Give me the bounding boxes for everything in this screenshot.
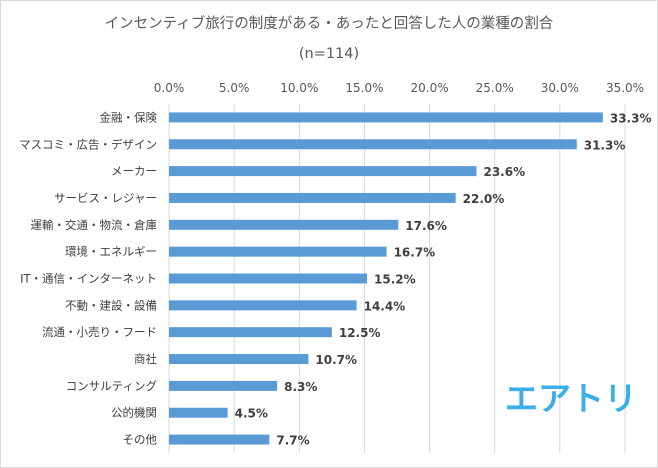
bar <box>169 192 456 203</box>
bar <box>169 407 228 418</box>
category-label: 環境・エネルギー <box>65 245 157 259</box>
bar <box>169 434 270 445</box>
x-tick-label: 30.0% <box>541 81 579 95</box>
x-tick-label: 0.0% <box>154 81 185 95</box>
chart-title: インセンティブ旅行の制度がある・あったと回答した人の業種の割合 <box>104 16 554 32</box>
category-label: サービス・レジャー <box>54 191 157 205</box>
chart-subtitle: (n=114) <box>298 46 360 62</box>
bar <box>169 300 357 311</box>
data-label: 4.5% <box>235 407 268 421</box>
data-label: 8.3% <box>284 380 317 394</box>
data-label: 23.6% <box>483 165 525 179</box>
category-label: 金融・保険 <box>100 110 158 124</box>
category-label: 公的機関 <box>111 406 157 420</box>
bar <box>169 139 577 150</box>
x-tick-label: 15.0% <box>345 81 383 95</box>
bar <box>169 354 309 365</box>
category-label: その他 <box>123 433 158 447</box>
bar <box>169 112 603 123</box>
bar <box>169 380 278 391</box>
category-label: 商社 <box>134 352 157 366</box>
y-axis-categories: 金融・保険マスコミ・広告・デザインメーカーサービス・レジャー運輸・交通・物流・倉… <box>19 110 157 446</box>
airtrip-logo: エアトリ <box>505 379 635 417</box>
data-label: 12.5% <box>339 326 381 340</box>
x-tick-label: 10.0% <box>280 81 318 95</box>
bar <box>169 166 477 177</box>
data-labels: 33.3% 31.3% 23.6% 22.0% 17.6% 16.7% 15.2% 14.4%… <box>235 111 652 447</box>
data-label: 31.3% <box>584 138 626 152</box>
x-tick-label: 35.0% <box>606 81 644 95</box>
category-label: 不動・建設・設備 <box>65 298 157 312</box>
category-label: マスコミ・広告・デザイン <box>19 137 157 151</box>
category-label: IT・通信・インターネット <box>20 272 157 286</box>
x-tick-label: 25.0% <box>476 81 514 95</box>
bar <box>169 246 387 257</box>
bars <box>169 112 603 445</box>
bar <box>169 327 332 338</box>
data-label: 33.3% <box>610 111 652 125</box>
data-label: 14.4% <box>364 299 406 313</box>
data-label: 22.0% <box>463 192 505 206</box>
x-tick-label: 5.0% <box>219 81 250 95</box>
x-axis-ticks: 0.0% 5.0% 10.0% 15.0% 20.0% 25.0% 30.0% 35.0% <box>154 81 644 95</box>
data-label: 7.7% <box>276 434 309 448</box>
data-label: 17.6% <box>405 219 447 233</box>
bar <box>169 219 399 230</box>
logo-text: エアトリ <box>505 379 635 417</box>
category-label: 運輸・交通・物流・倉庫 <box>31 218 158 232</box>
data-label: 15.2% <box>374 273 416 287</box>
bar <box>169 273 368 284</box>
data-label: 10.7% <box>315 353 357 367</box>
category-label: コンサルティング <box>66 379 158 393</box>
data-label: 16.7% <box>394 246 436 260</box>
x-tick-label: 20.0% <box>411 81 449 95</box>
category-label: メーカー <box>111 164 157 178</box>
category-label: 流通・小売り・フード <box>42 325 157 339</box>
